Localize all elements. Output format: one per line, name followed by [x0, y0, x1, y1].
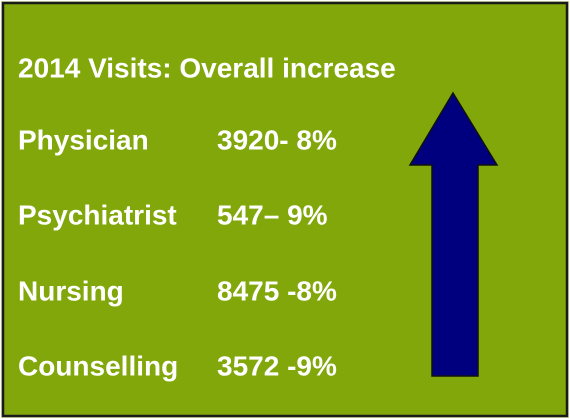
row-label: Nursing: [18, 275, 124, 306]
row-value: 3572 -9%: [217, 350, 337, 381]
up-arrow: [408, 91, 499, 377]
row-label: Psychiatrist: [18, 199, 177, 230]
title: 2014 Visits: Overall increase: [18, 52, 396, 83]
row-value: 3920- 8%: [217, 124, 337, 155]
row-value: 8475 -8%: [217, 275, 337, 306]
rows: Physician 3920- 8% Psychiatrist 547– 9% Nurs…: [18, 124, 337, 381]
row-label: Counselling: [18, 350, 178, 381]
row-value: 547– 9%: [217, 199, 328, 230]
row-label: Physician: [18, 124, 149, 155]
